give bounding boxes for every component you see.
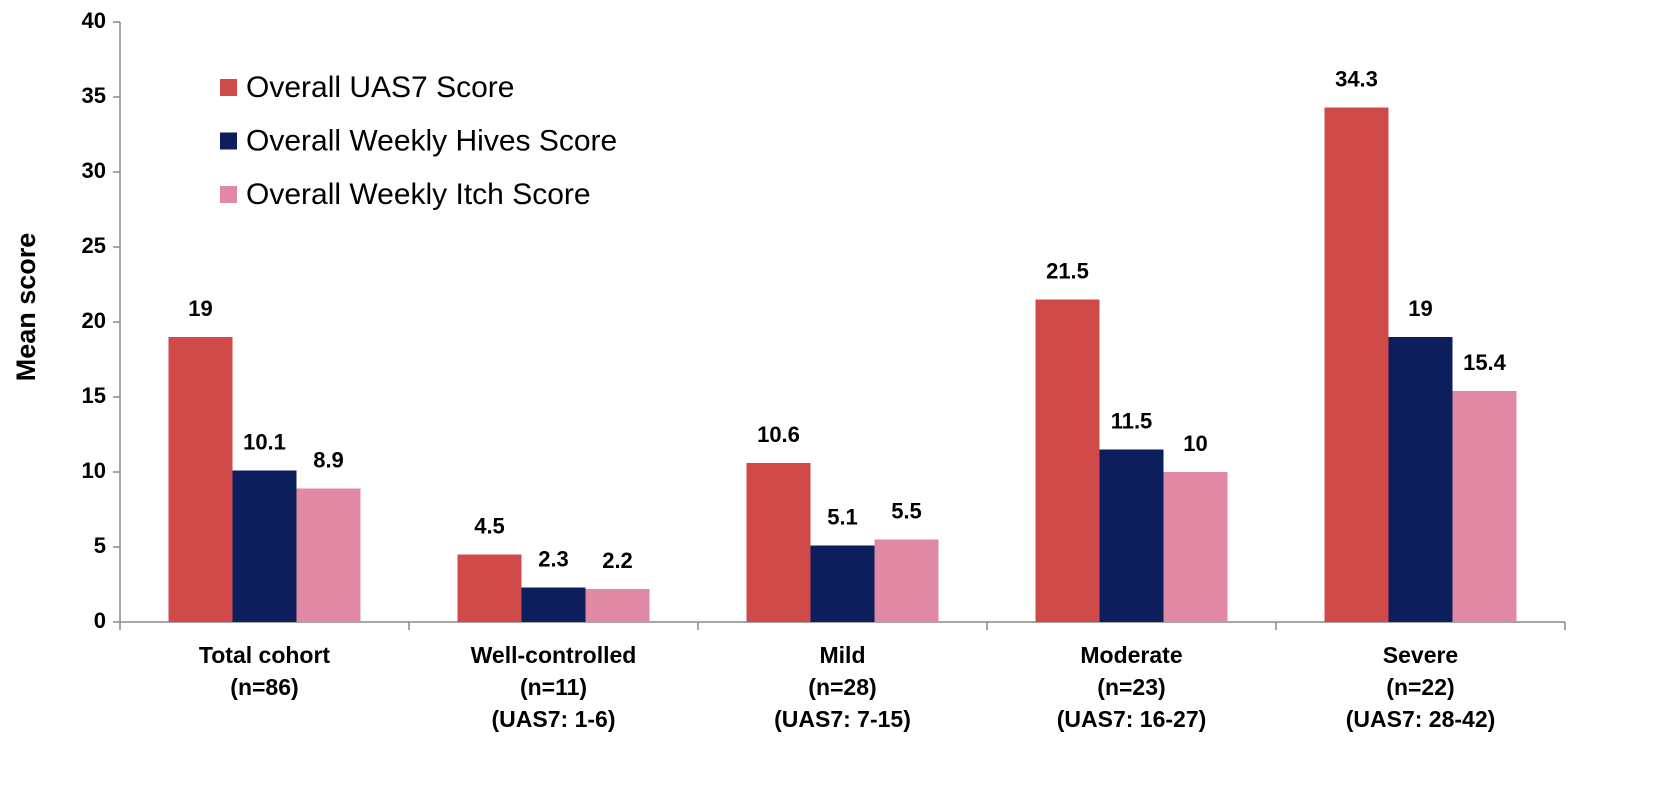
y-tick-label: 25 [82, 233, 106, 258]
legend-swatch [220, 79, 237, 96]
x-tick-label: Moderate (n=23) (UAS7: 16-27) [1057, 642, 1207, 732]
y-tick-label: 30 [82, 158, 106, 183]
bar [1035, 299, 1100, 622]
x-tick-label: Mild (n=28) (UAS7: 7-15) [774, 642, 911, 732]
value-label: 19 [1408, 296, 1432, 321]
value-label: 19 [188, 296, 212, 321]
bar [810, 545, 875, 622]
y-tick-label: 15 [82, 383, 106, 408]
y-tick-label: 0 [94, 608, 106, 633]
y-tick-label: 20 [82, 308, 106, 333]
x-tick-label: Well-controlled (n=11) (UAS7: 1-6) [471, 642, 637, 732]
y-tick-label: 5 [94, 533, 106, 558]
bar [521, 587, 586, 622]
value-label: 10.6 [757, 422, 800, 447]
bar [585, 589, 650, 622]
value-label: 21.5 [1046, 258, 1089, 283]
bar [168, 337, 233, 622]
y-tick-label: 35 [82, 83, 106, 108]
legend-label: Overall Weekly Hives Score [246, 124, 617, 157]
y-tick-label: 40 [82, 8, 106, 33]
legend-label: Overall Weekly Itch Score [246, 178, 591, 211]
value-label: 10 [1183, 431, 1207, 456]
bar [1388, 337, 1453, 622]
bar [232, 470, 297, 622]
value-label: 15.4 [1463, 350, 1507, 375]
value-label: 8.9 [313, 447, 344, 472]
value-label: 2.3 [538, 546, 569, 571]
bar [296, 488, 361, 622]
value-label: 4.5 [474, 513, 505, 538]
bar [1324, 107, 1389, 622]
value-label: 34.3 [1335, 66, 1378, 91]
legend-label: Overall UAS7 Score [246, 71, 514, 104]
y-axis-label: Mean score [11, 233, 41, 382]
legend-swatch [220, 132, 237, 150]
bar [1099, 449, 1164, 622]
bar [874, 539, 939, 622]
bar [457, 554, 522, 622]
x-tick-label: Total cohort (n=86) [199, 642, 331, 700]
value-label: 2.2 [602, 548, 633, 573]
value-label: 10.1 [243, 429, 286, 454]
y-tick-label: 10 [82, 458, 106, 483]
legend-swatch [220, 186, 237, 203]
value-label: 5.1 [827, 504, 858, 529]
value-label: 5.5 [891, 498, 922, 523]
value-label: 11.5 [1111, 408, 1153, 433]
bar [746, 463, 811, 622]
bar [1163, 472, 1228, 622]
x-tick-label: Severe (n=22) (UAS7: 28-42) [1346, 642, 1496, 732]
bar [1452, 391, 1517, 622]
